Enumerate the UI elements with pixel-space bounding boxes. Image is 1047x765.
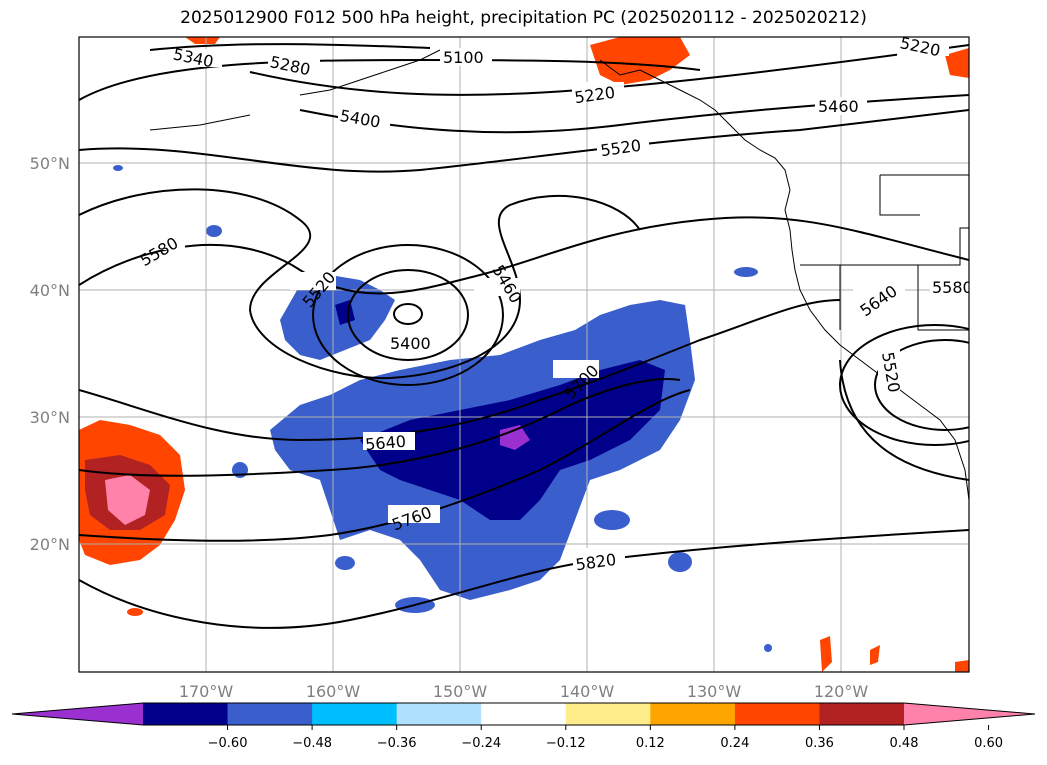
colorbar-segment (312, 703, 398, 725)
contour-label: 5400 (390, 334, 431, 353)
graticule (79, 37, 969, 672)
lat-labels: 50°N 40°N 30°N 20°N (30, 154, 70, 554)
coastlines (149, 49, 969, 501)
lat-label-50: 50°N (30, 154, 70, 173)
colorbar-tick-label: −0.12 (546, 736, 586, 751)
lon-label-170w: 170°W (179, 682, 234, 701)
lon-labels: 170°W 160°W 150°W 140°W 130°W 120°W (179, 682, 869, 701)
colorbar-segment (227, 703, 313, 725)
colorbar-tick-label: −0.24 (461, 736, 501, 751)
contour-label: 5640 (364, 432, 406, 454)
colorbar (11, 702, 1036, 726)
lon-label-150w: 150°W (433, 682, 488, 701)
colorbar-extend-max (904, 703, 1035, 725)
colorbar-ticks: −0.60 −0.48 −0.36 −0.24 −0.12 0.12 0.24 0.36 0.4… (208, 725, 1003, 751)
colorbar-segment (143, 703, 229, 725)
colorbar-segment (819, 703, 905, 725)
colorbar-segment (481, 703, 567, 725)
contour-label: 5580 (932, 278, 973, 297)
lat-label-40: 40°N (30, 281, 70, 300)
colorbar-tick-label: 0.36 (805, 736, 834, 751)
colorbar-tick-label: −0.36 (377, 736, 417, 751)
contour-label: 5100 (443, 48, 484, 67)
colorbar-tick-label: 0.12 (636, 736, 665, 751)
lon-label-160w: 160°W (306, 682, 361, 701)
colorbar-segment (650, 703, 736, 725)
contour-label: 5460 (818, 97, 859, 116)
figure-title: 2025012900 F012 500 hPa height, precipit… (180, 8, 867, 28)
lon-label-130w: 130°W (687, 682, 742, 701)
colorbar-outline (11, 702, 1036, 726)
colorbar-segment (734, 703, 820, 725)
colorbar-tick-label: 0.24 (720, 736, 749, 751)
lat-label-30: 30°N (30, 408, 70, 427)
colorbar-segment (565, 703, 651, 725)
colorbar-tick-label: 0.60 (974, 736, 1003, 751)
colorbar-segment (396, 703, 482, 725)
colorbar-extend-min (12, 703, 143, 725)
colorbar-tick-label: 0.48 (890, 736, 919, 751)
colorbar-tick-label: −0.48 (292, 736, 332, 751)
lon-label-140w: 140°W (560, 682, 615, 701)
lat-label-20: 20°N (30, 535, 70, 554)
map-frame (78, 36, 970, 673)
lon-label-120w: 120°W (814, 682, 869, 701)
colorbar-tick-label: −0.60 (208, 736, 248, 751)
contour-labels: 5340 5280 5100 5220 5220 5460 5400 5520 … (133, 37, 973, 574)
